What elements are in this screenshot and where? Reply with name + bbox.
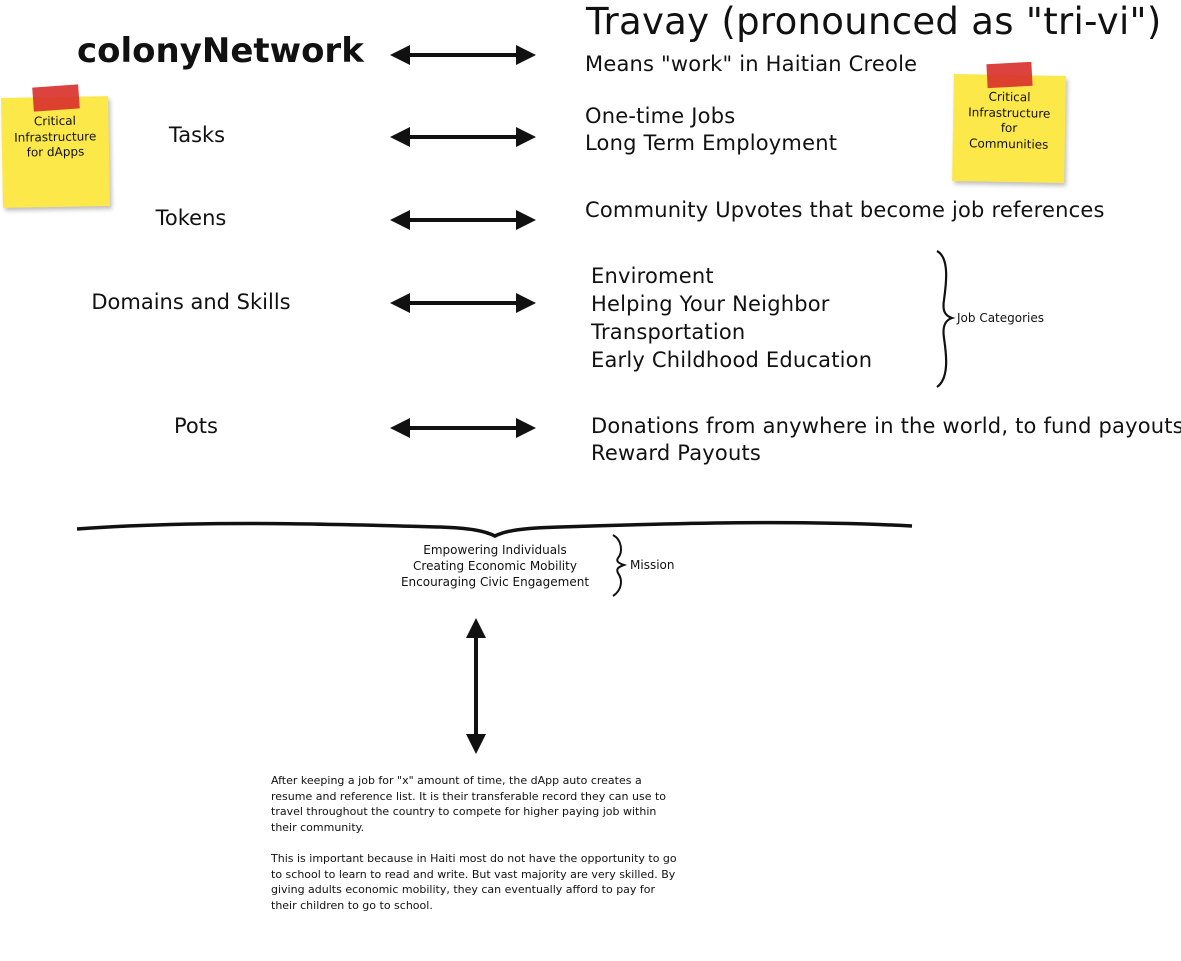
tasks-line: Long Term Employment bbox=[585, 131, 838, 155]
tokens-description: Community Upvotes that become job refere… bbox=[585, 197, 1105, 224]
sticky-tape-left bbox=[32, 84, 80, 112]
category-item: Enviroment bbox=[591, 264, 714, 288]
description-paragraph-1: After keeping a job for "x" amount of ti… bbox=[271, 774, 667, 834]
pots-label: Pots bbox=[174, 414, 218, 438]
sticky-line: for dApps bbox=[26, 144, 85, 160]
domains-and-skills-label: Domains and Skills bbox=[91, 290, 291, 314]
tokens-line: Community Upvotes that become job refere… bbox=[585, 198, 1105, 222]
description-paragraph-2: This is important because in Haiti most … bbox=[271, 852, 677, 912]
page-title: Travay (pronounced as "tri-vi") bbox=[586, 0, 1162, 43]
job-categories-brace bbox=[936, 250, 956, 388]
mission-item: Empowering Individuals bbox=[423, 543, 567, 557]
tasks-line: One-time Jobs bbox=[585, 104, 736, 128]
mission-curve bbox=[76, 520, 913, 538]
sticky-note-communities: Critical Infrastructure for Communities bbox=[952, 74, 1066, 183]
sticky-line: Communities bbox=[968, 135, 1049, 152]
sticky-line: Infrastructure bbox=[14, 128, 97, 145]
mission-label: Mission bbox=[630, 558, 675, 572]
category-item: Early Childhood Education bbox=[591, 348, 873, 372]
mission-brace bbox=[612, 534, 628, 597]
mission-item: Creating Economic Mobility bbox=[413, 559, 577, 573]
pots-line: Reward Payouts bbox=[591, 441, 762, 465]
category-item: Transportation bbox=[591, 320, 746, 344]
tokens-label: Tokens bbox=[155, 206, 227, 230]
category-item: Helping Your Neighbor bbox=[591, 292, 830, 316]
mission-list: Empowering Individuals Creating Economic… bbox=[395, 542, 595, 590]
pots-description: Donations from anywhere in the world, to… bbox=[591, 413, 1181, 467]
domains-description: Enviroment Helping Your Neighbor Transpo… bbox=[591, 262, 872, 374]
sticky-note-dapps: Critical Infrastructure for dApps bbox=[1, 96, 110, 208]
job-categories-label: Job Categories bbox=[957, 311, 1044, 325]
mission-item: Encouraging Civic Engagement bbox=[400, 575, 590, 589]
tasks-label: Tasks bbox=[168, 123, 226, 147]
sticky-tape-right bbox=[986, 61, 1033, 89]
title-meaning: Means "work" in Haitian Creole bbox=[585, 52, 918, 76]
sticky-line: Infrastructure bbox=[968, 104, 1051, 121]
sticky-line: Critical bbox=[33, 113, 77, 129]
colonynetwork-label: colonyNetwork bbox=[77, 31, 364, 71]
pots-line: Donations from anywhere in the world, to… bbox=[591, 414, 1181, 438]
tasks-description: One-time Jobs Long Term Employment bbox=[585, 103, 837, 157]
